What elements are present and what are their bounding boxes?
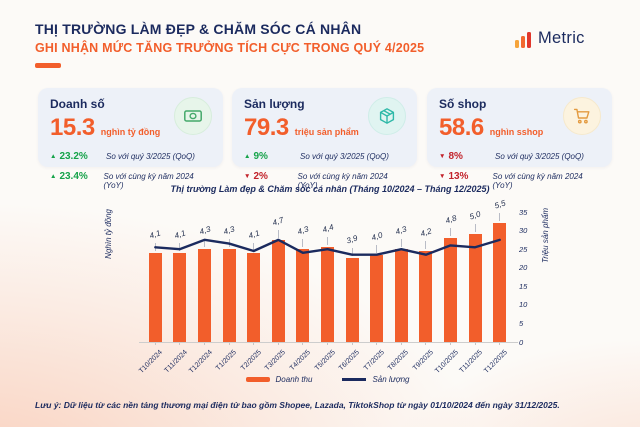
- card-san-luong: Sản lượng 79.3 triệu sản phẩm ▲ 9% So với q…: [232, 88, 417, 190]
- up-arrow-icon: ▲: [50, 153, 57, 160]
- label-leader-line: [450, 228, 451, 236]
- legend-item-doanh-thu: Doanh thu: [245, 375, 312, 384]
- revenue-bar: [321, 246, 334, 342]
- card-title: Số shop: [439, 97, 487, 111]
- right-axis-tick: 15: [519, 281, 528, 291]
- card-doanh-so: Doanh số 15.3 nghìn tỷ đồng ▲ 23.2% So với …: [38, 88, 223, 190]
- revenue-bar: [173, 253, 187, 342]
- revenue-bar: [444, 238, 457, 342]
- label-leader-line: [400, 238, 402, 247]
- right-axis-tick: 20: [519, 263, 528, 273]
- label-leader-line: [277, 230, 279, 239]
- change-row-yoy: ▲ 23.4% So với cùng kỳ năm 2024 (YoY): [50, 171, 194, 190]
- bar-value-label: 4,4: [320, 222, 335, 235]
- label-leader-line: [204, 238, 205, 247]
- up-arrow-icon: ▲: [50, 173, 57, 180]
- x-axis-tick: [499, 342, 501, 345]
- change-row-qoq: ▲ 23.2% So với quý 3/2025 (QoQ): [50, 151, 195, 162]
- package-icon: [368, 97, 406, 135]
- cart-icon: [563, 97, 601, 135]
- right-axis-tick: 5: [519, 318, 524, 328]
- label-leader-line: [154, 243, 156, 252]
- down-arrow-icon: ▼: [244, 173, 251, 180]
- label-leader-line: [327, 236, 328, 245]
- bar-chart-logo-icon: [515, 31, 531, 48]
- logo-text: Metric: [538, 29, 585, 47]
- revenue-bar: [493, 222, 507, 342]
- label-leader-line: [179, 243, 181, 252]
- right-axis-tick: 10: [519, 300, 528, 310]
- revenue-bar: [222, 248, 236, 342]
- x-axis-tick: [376, 342, 378, 345]
- x-axis-tick: [277, 342, 279, 345]
- right-axis-tick: 30: [519, 226, 528, 236]
- label-leader-line: [499, 212, 501, 221]
- x-axis-line: [139, 342, 518, 343]
- x-axis-tick: [228, 342, 230, 345]
- revenue-bar: [296, 248, 310, 342]
- card-so-shop: Số shop 58.6 nghìn sshop ▼ 8% So với quý 3/…: [427, 88, 612, 190]
- card-value: 58.6: [439, 114, 484, 141]
- label-leader-line: [228, 238, 230, 247]
- x-axis-tick: [253, 342, 255, 345]
- footer-note: Lưu ý: Dữ liệu từ các nền tảng thương mạ…: [35, 400, 560, 410]
- label-leader-line: [253, 243, 255, 252]
- x-axis-tick: [351, 342, 353, 345]
- down-arrow-icon: ▼: [439, 173, 446, 180]
- card-title: Sản lượng: [244, 97, 305, 111]
- change-row-yoy: ▼ 2% So với cùng kỳ năm 2024 (YoY): [244, 171, 388, 190]
- label-leader-line: [425, 241, 427, 249]
- down-arrow-icon: ▼: [439, 153, 446, 160]
- right-axis-tick: 0: [519, 337, 524, 347]
- bar-swatch-icon: [245, 377, 270, 382]
- x-axis-tick: [474, 342, 476, 345]
- label-leader-line: [474, 223, 476, 232]
- card-title: Doanh số: [50, 97, 105, 111]
- change-row-yoy: ▼ 13% So với cùng kỳ năm 2024 (YoY): [439, 171, 583, 190]
- title-underline: [35, 63, 61, 68]
- card-unit: triệu sản phẩm: [294, 127, 359, 137]
- chart-title: Thị trường Làm đẹp & Chăm sóc cá nhân (T…: [170, 184, 490, 194]
- x-axis-tick: [204, 342, 205, 345]
- label-leader-line: [376, 245, 378, 254]
- page-subtitle: GHI NHẬN MỨC TĂNG TRƯỞNG TÍCH CỰC TRONG …: [35, 41, 425, 55]
- revenue-bar: [247, 253, 261, 342]
- line-swatch-icon: [342, 378, 367, 381]
- change-row-qoq: ▼ 8% So với quý 3/2025 (QoQ): [439, 151, 584, 162]
- revenue-bar: [198, 248, 211, 342]
- x-axis-tick: [302, 342, 304, 345]
- card-unit: nghìn tỷ đồng: [100, 127, 161, 137]
- banknote-icon: [174, 97, 212, 135]
- revenue-bar: [345, 257, 359, 342]
- revenue-bar: [394, 248, 408, 342]
- revenue-bar: [271, 240, 285, 342]
- chart-legend: Doanh thu Sản lượng: [143, 375, 512, 384]
- card-value: 79.3: [244, 114, 289, 141]
- card-unit: nghìn sshop: [489, 127, 544, 137]
- x-axis-tick: [179, 342, 181, 345]
- label-leader-line: [302, 238, 304, 247]
- metric-logo: Metric: [514, 29, 585, 48]
- x-axis-tick: [327, 342, 328, 345]
- label-leader-line: [351, 247, 353, 256]
- revenue-bar: [370, 255, 384, 342]
- page-title: THỊ TRƯỜNG LÀM ĐẸP & CHĂM SÓC CÁ NHÂN: [35, 21, 362, 37]
- revenue-bar: [468, 233, 482, 342]
- card-value: 15.3: [50, 114, 95, 141]
- right-axis-tick: 35: [519, 207, 528, 217]
- x-axis-tick: [154, 342, 156, 345]
- revenue-bar: [148, 253, 162, 342]
- x-axis-tick: [400, 342, 402, 345]
- right-axis-tick: 25: [519, 244, 528, 254]
- x-axis-tick: [450, 342, 451, 345]
- x-axis-tick: [425, 342, 427, 345]
- legend-item-san-luong: Sản lượng: [342, 375, 409, 384]
- change-row-qoq: ▲ 9% So với quý 3/2025 (QoQ): [244, 151, 389, 162]
- revenue-bar: [419, 251, 433, 342]
- up-arrow-icon: ▲: [244, 153, 251, 160]
- bar-value-label: 5,5: [493, 198, 507, 211]
